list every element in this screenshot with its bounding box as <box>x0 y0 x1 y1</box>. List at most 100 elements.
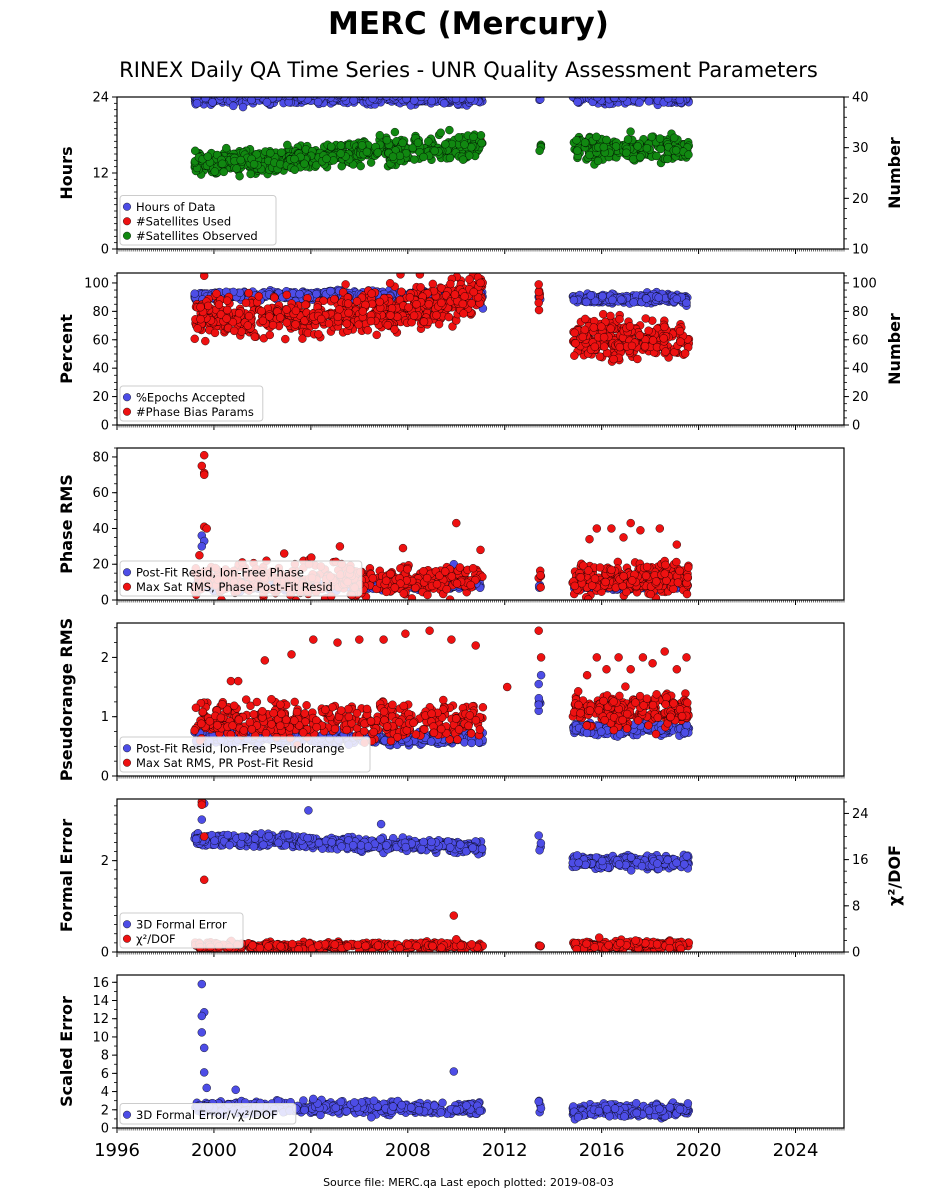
plot-area-percent <box>190 273 694 366</box>
data-point <box>387 304 397 313</box>
data-point <box>629 154 638 164</box>
data-point <box>576 573 585 582</box>
data-point <box>536 571 545 580</box>
data-point <box>242 97 247 98</box>
data-point <box>642 294 651 303</box>
data-point <box>602 135 611 145</box>
legend-label: #Satellites Used <box>136 214 231 228</box>
legend-label: Hours of Data <box>136 200 216 214</box>
data-point <box>419 88 427 96</box>
data-point <box>585 535 594 544</box>
data-point <box>465 275 474 284</box>
data-point <box>190 289 199 298</box>
data-point <box>534 305 544 315</box>
data-point <box>232 164 241 173</box>
data-point <box>236 155 245 165</box>
data-point <box>534 287 543 297</box>
panel-percent: 020406080100Percent020406080100Number%Ep… <box>57 272 904 434</box>
data-point <box>382 587 391 597</box>
data-point <box>375 130 384 140</box>
y-tick-label: 0 <box>101 243 109 258</box>
data-point <box>199 451 209 460</box>
data-point <box>203 152 213 161</box>
data-point <box>324 319 334 328</box>
data-point <box>675 326 685 336</box>
data-point <box>599 97 604 98</box>
data-point <box>382 576 391 585</box>
data-point <box>672 294 681 304</box>
data-point <box>427 97 436 106</box>
data-point <box>265 330 274 340</box>
data-point <box>466 97 475 103</box>
data-point <box>360 88 368 96</box>
data-point <box>626 127 635 136</box>
y-tick-label: 12 <box>92 167 109 182</box>
data-point <box>247 97 256 105</box>
data-point <box>619 572 628 581</box>
data-point <box>325 88 333 96</box>
data-point <box>393 312 402 321</box>
data-point <box>375 297 384 307</box>
data-point <box>233 88 241 96</box>
data-point <box>391 97 400 100</box>
data-point <box>280 549 289 558</box>
data-point <box>578 332 587 342</box>
data-point <box>419 317 429 326</box>
y-tick-label: 60 <box>92 486 109 501</box>
data-point <box>534 298 543 307</box>
series-hours-of-data <box>190 87 693 112</box>
data-point <box>235 171 244 181</box>
legend-marker <box>122 393 131 402</box>
data-point <box>258 316 268 325</box>
series-phase-bias-params <box>190 273 694 366</box>
data-point <box>222 314 231 323</box>
data-point <box>336 149 345 158</box>
data-point <box>460 140 469 149</box>
data-point <box>654 293 663 302</box>
data-point <box>663 154 672 164</box>
data-point <box>397 287 406 296</box>
data-point <box>615 342 624 352</box>
data-point <box>422 573 432 583</box>
data-point <box>586 291 595 300</box>
data-point <box>656 144 665 154</box>
data-point <box>589 89 597 97</box>
data-point <box>281 334 290 344</box>
data-point <box>606 311 615 321</box>
data-point <box>368 574 377 583</box>
data-point <box>423 590 432 600</box>
data-point <box>283 140 292 150</box>
data-point <box>659 334 668 343</box>
data-point <box>403 565 412 574</box>
data-point <box>300 159 309 169</box>
data-point <box>535 146 544 156</box>
data-point <box>599 142 608 152</box>
page-subtitle: RINEX Daily QA Time Series - UNR Quality… <box>119 58 818 82</box>
legend-label: #Satellites Observed <box>136 229 258 243</box>
data-point <box>335 542 345 551</box>
data-point <box>663 97 673 103</box>
data-point <box>642 562 652 572</box>
data-point <box>441 139 450 149</box>
data-point <box>599 333 609 342</box>
data-point <box>222 143 231 153</box>
data-point <box>275 97 280 98</box>
data-point <box>341 280 350 289</box>
data-point <box>366 316 376 326</box>
data-point <box>615 87 623 95</box>
data-point <box>196 97 201 98</box>
data-point <box>661 560 670 570</box>
data-point <box>458 155 468 164</box>
legend-label: Post-Fit Resid, Ion-Free Phase <box>136 565 304 579</box>
data-point <box>477 138 486 148</box>
data-point <box>682 589 692 599</box>
legend-label: Max Sat RMS, Phase Post-Fit Resid <box>136 580 333 594</box>
data-point <box>627 341 637 351</box>
data-point <box>589 323 598 332</box>
data-point <box>670 133 679 143</box>
data-point <box>249 159 259 169</box>
data-point <box>662 576 671 585</box>
